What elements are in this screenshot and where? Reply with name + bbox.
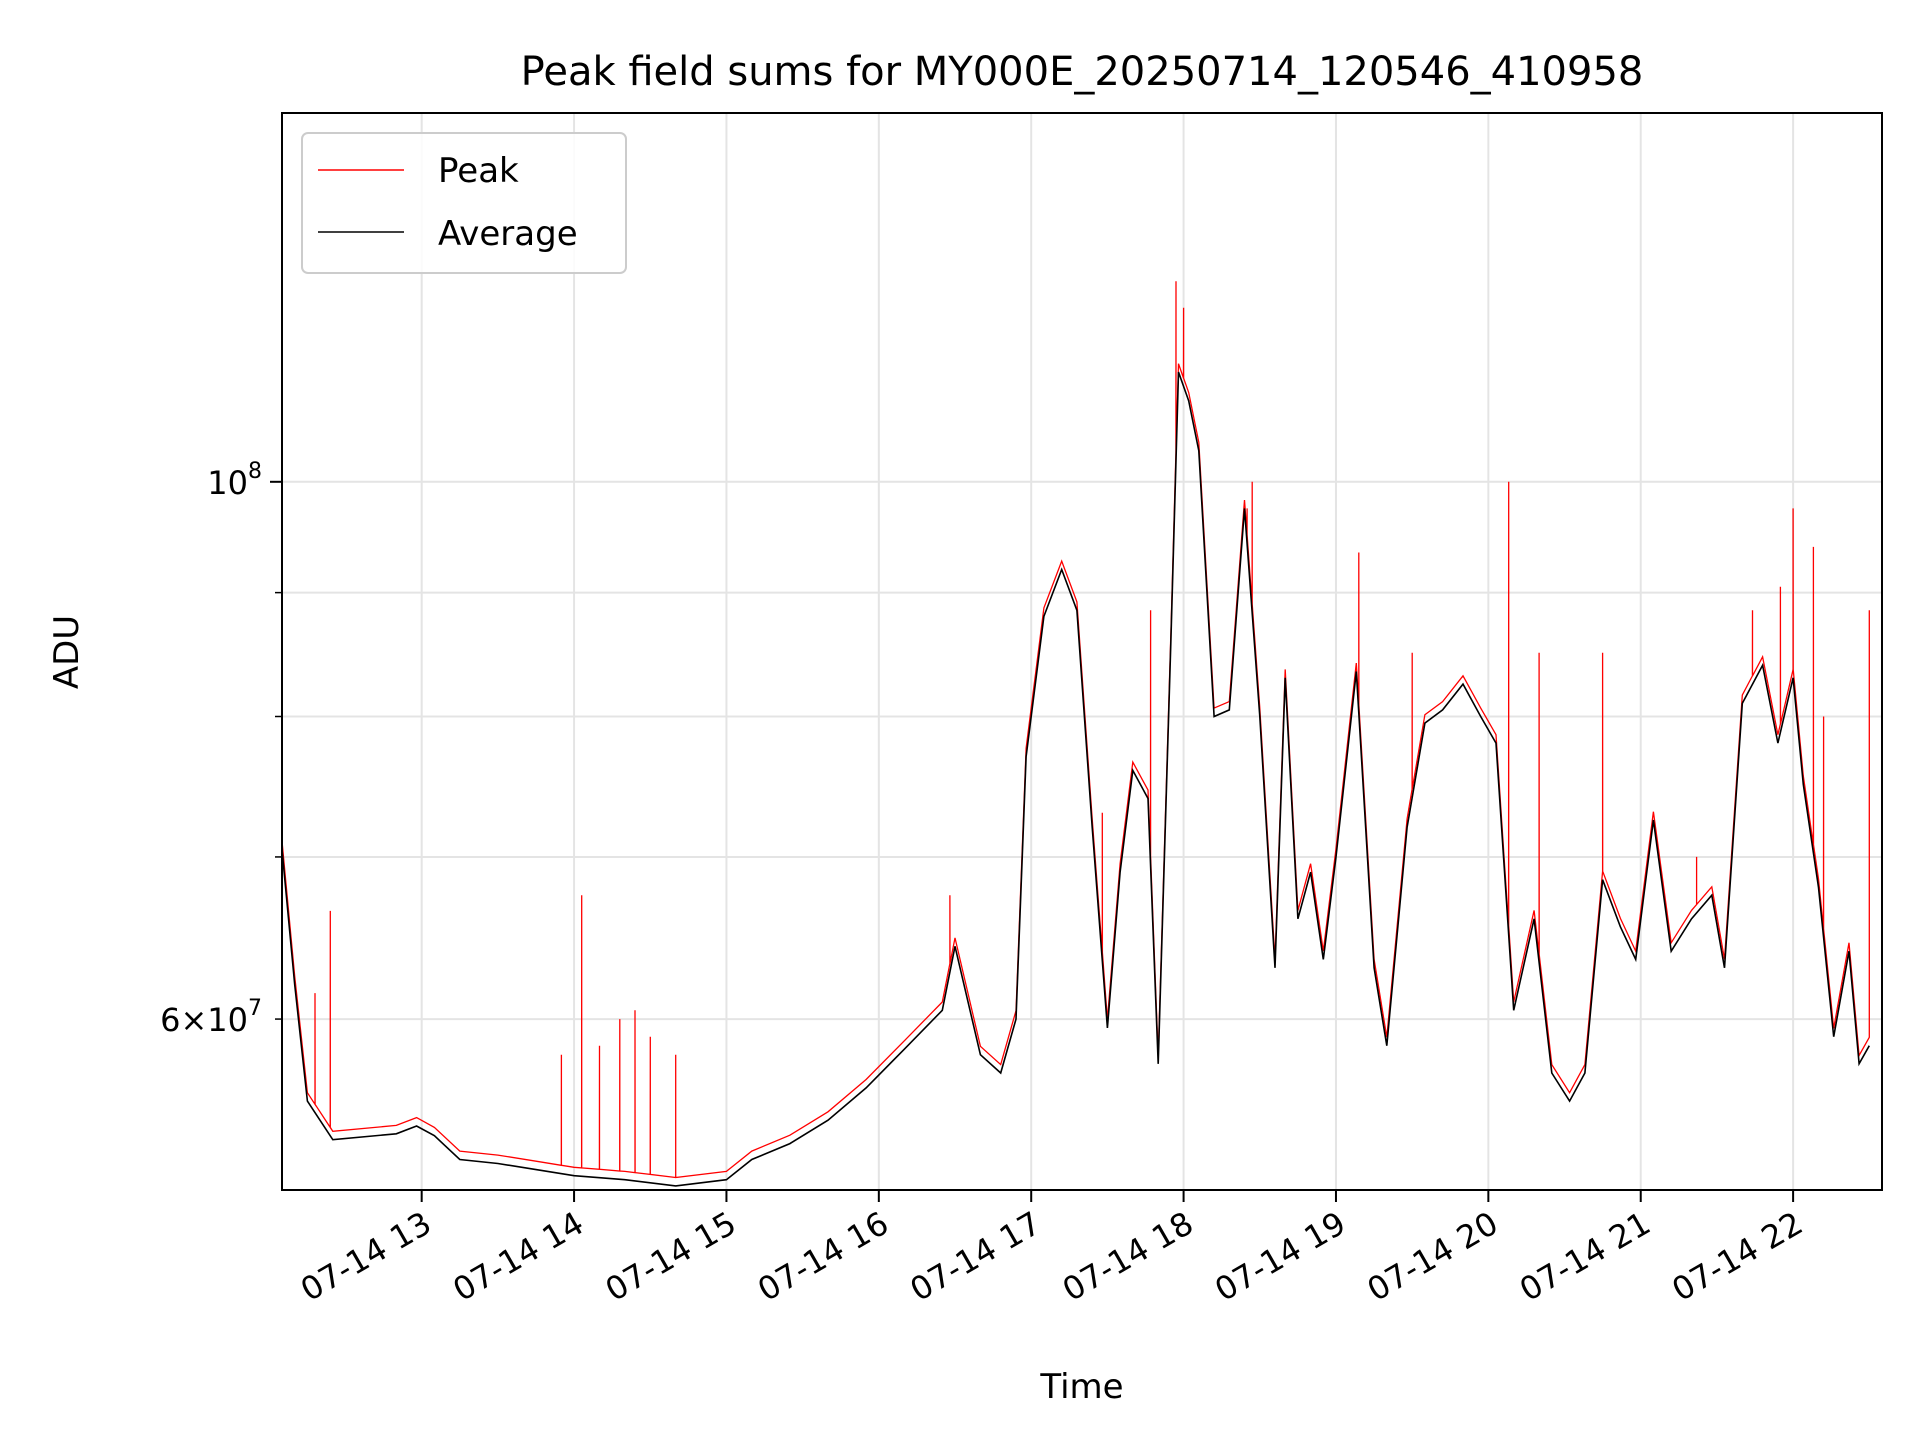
x-tick-label: 07-14 21 bbox=[1513, 1204, 1657, 1309]
y-tick-label: 108 bbox=[207, 459, 262, 502]
legend-label-average: Average bbox=[438, 214, 578, 254]
legend-label-peak: Peak bbox=[438, 151, 519, 191]
series-line-average bbox=[281, 371, 1870, 1187]
legend: Peak Average bbox=[301, 132, 627, 274]
plot-frame bbox=[281, 112, 1883, 1191]
x-tick-label: 07-14 22 bbox=[1666, 1204, 1810, 1309]
x-tick-label: 07-14 16 bbox=[751, 1204, 895, 1309]
series-line-peak bbox=[281, 281, 1870, 1179]
x-tick-label: 07-14 13 bbox=[294, 1204, 438, 1309]
y-tick-exponent: 8 bbox=[248, 459, 262, 484]
y-minor-tick-exponent: 7 bbox=[248, 996, 262, 1021]
chart-title: Peak field sums for MY000E_20250714_1205… bbox=[521, 49, 1644, 95]
x-tick-label: 07-14 17 bbox=[904, 1204, 1048, 1309]
x-tick-label: 07-14 14 bbox=[446, 1204, 590, 1309]
axes: 07-14 13 07-14 14 07-14 15 07-14 16 07-14 17… bbox=[160, 459, 1809, 1309]
x-axis-label: Time bbox=[1039, 1367, 1123, 1407]
x-tick-label: 07-14 18 bbox=[1056, 1204, 1200, 1309]
y-minor-tick-label: 6×107 bbox=[160, 996, 262, 1039]
x-tick-label: 07-14 20 bbox=[1361, 1204, 1505, 1309]
y-axis-label: ADU bbox=[47, 615, 87, 689]
series-layer bbox=[281, 281, 1870, 1187]
x-tick-label: 07-14 15 bbox=[599, 1204, 743, 1309]
grid bbox=[282, 113, 1882, 1190]
x-tick-label: 07-14 19 bbox=[1208, 1204, 1352, 1309]
legend-box bbox=[301, 132, 627, 274]
